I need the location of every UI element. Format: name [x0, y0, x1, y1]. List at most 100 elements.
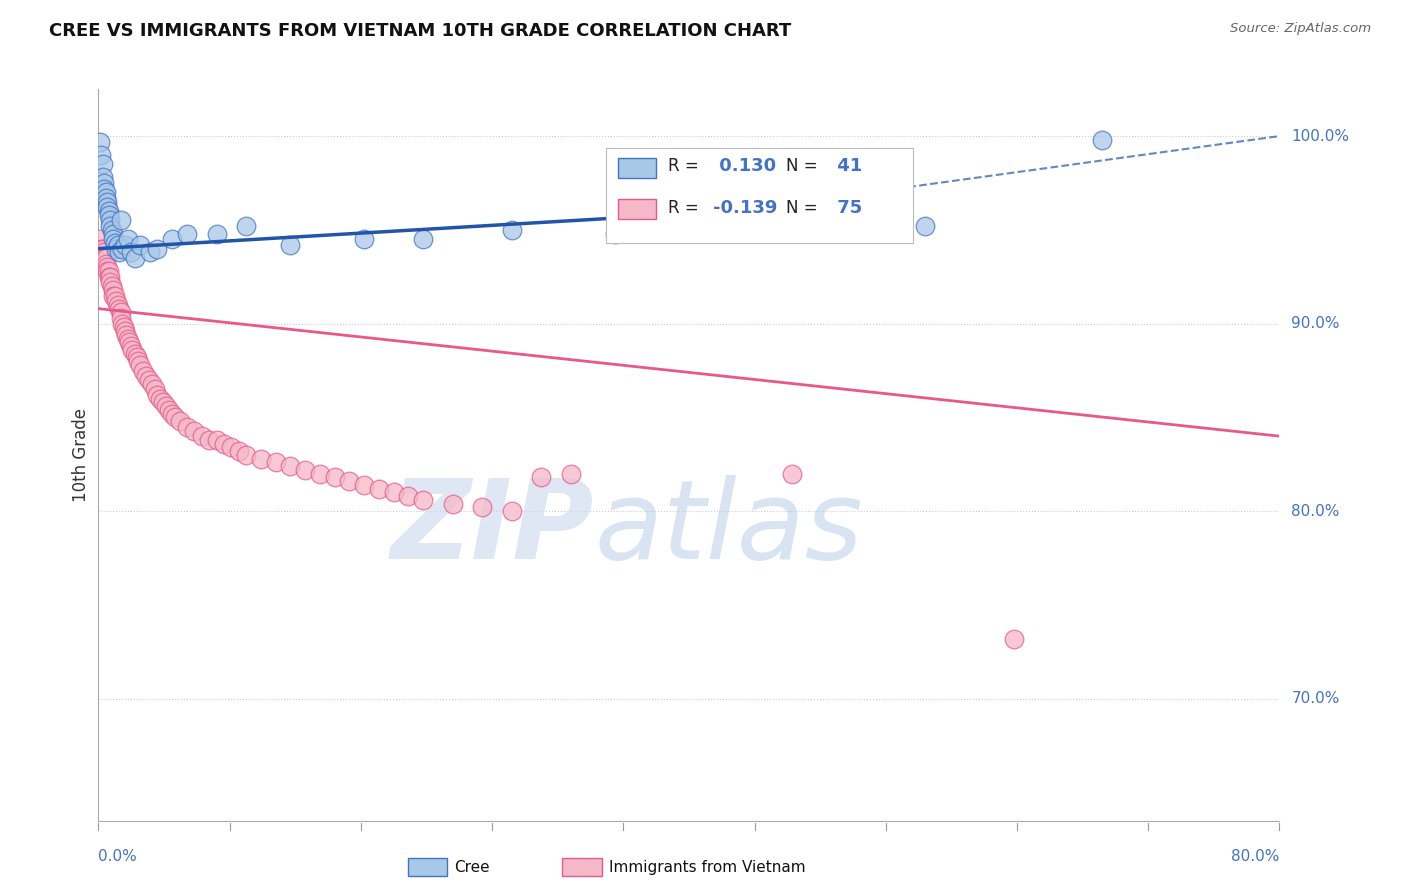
Point [107, 298, 129, 312]
Point [94, 257, 117, 271]
Point [337, 474, 360, 488]
Point [1091, 133, 1114, 147]
Point [103, 283, 125, 297]
Point [96, 194, 118, 209]
Point [108, 245, 131, 260]
Point [353, 478, 375, 492]
Point [235, 219, 257, 233]
Point [114, 238, 136, 252]
Text: 0.130: 0.130 [713, 157, 776, 175]
Point [501, 223, 523, 237]
Text: R =: R = [668, 157, 699, 175]
Text: ZIP: ZIP [391, 475, 595, 582]
Point [353, 232, 375, 246]
Point [117, 232, 139, 246]
Point [294, 463, 316, 477]
Point [782, 467, 804, 481]
Point [94, 186, 117, 200]
Point [141, 376, 163, 391]
Point [110, 305, 132, 319]
Text: 100.0%: 100.0% [1291, 128, 1350, 144]
Point [94, 251, 117, 265]
Text: R =: R = [668, 199, 699, 217]
Point [396, 489, 419, 503]
Point [93, 251, 115, 265]
Point [104, 235, 127, 250]
Point [112, 320, 135, 334]
Point [169, 414, 191, 428]
Point [198, 433, 221, 447]
Point [250, 451, 273, 466]
Point [121, 343, 143, 357]
Point [98, 213, 121, 227]
Point [127, 354, 149, 368]
Text: 90.0%: 90.0% [1291, 316, 1340, 331]
Point [235, 448, 257, 462]
Point [176, 227, 198, 241]
Point [501, 504, 523, 518]
Text: CREE VS IMMIGRANTS FROM VIETNAM 10TH GRADE CORRELATION CHART: CREE VS IMMIGRANTS FROM VIETNAM 10TH GRA… [49, 22, 792, 40]
Text: atlas: atlas [595, 475, 863, 582]
Point [108, 301, 131, 316]
Point [90, 242, 112, 256]
Point [111, 242, 134, 256]
Point [412, 492, 434, 507]
Point [191, 429, 214, 443]
Point [93, 245, 115, 260]
Point [1002, 632, 1025, 646]
Point [530, 470, 553, 484]
Point [205, 433, 228, 447]
Point [117, 332, 139, 346]
Text: N =: N = [786, 157, 817, 175]
Text: 70.0%: 70.0% [1291, 691, 1340, 706]
Point [91, 157, 114, 171]
Point [97, 269, 120, 284]
Point [146, 242, 169, 256]
Point [368, 482, 391, 496]
Text: Cree: Cree [454, 860, 489, 874]
Point [98, 276, 121, 290]
Point [103, 288, 125, 302]
FancyBboxPatch shape [606, 148, 914, 243]
Point [205, 227, 228, 241]
Point [152, 395, 174, 409]
Point [93, 181, 115, 195]
Point [149, 392, 172, 406]
Point [110, 213, 132, 227]
Point [97, 204, 120, 219]
Point [89, 232, 111, 246]
Point [97, 208, 120, 222]
Point [124, 251, 146, 265]
Point [914, 219, 936, 233]
Point [100, 223, 122, 237]
Point [146, 388, 169, 402]
Point [165, 410, 187, 425]
Point [115, 327, 138, 342]
Text: 80.0%: 80.0% [1291, 504, 1340, 518]
Point [323, 470, 346, 484]
Point [100, 279, 122, 293]
Point [412, 232, 434, 246]
Point [96, 264, 118, 278]
Point [155, 399, 177, 413]
Point [162, 407, 183, 421]
Point [91, 170, 114, 185]
Point [104, 288, 127, 302]
Point [118, 335, 141, 350]
Bar [619, 158, 655, 178]
Point [96, 200, 118, 214]
Point [139, 245, 162, 260]
Point [264, 455, 287, 469]
Text: Source: ZipAtlas.com: Source: ZipAtlas.com [1230, 22, 1371, 36]
Point [105, 242, 128, 256]
Point [138, 373, 160, 387]
Point [98, 269, 121, 284]
Point [107, 238, 129, 252]
Point [110, 311, 132, 326]
Point [605, 227, 627, 241]
Point [128, 358, 150, 372]
Point [143, 382, 166, 396]
Point [278, 459, 302, 474]
Point [212, 436, 235, 450]
Text: 41: 41 [831, 157, 862, 175]
